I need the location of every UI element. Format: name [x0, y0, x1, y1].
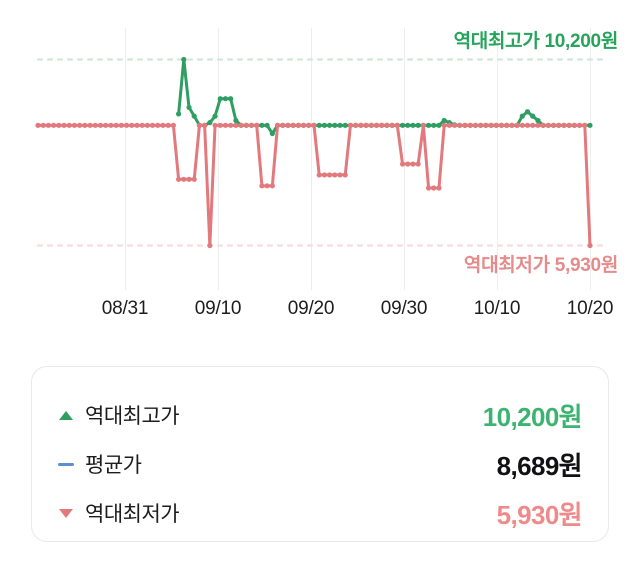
summary-value-average: 8,689원 — [496, 450, 583, 481]
record-high-annotation: 역대최고가 10,200원 — [453, 31, 619, 52]
summary-label-record-high: 역대최고가 — [85, 405, 180, 428]
summary-label-average: 평균가 — [85, 454, 142, 477]
summary-value-record-high: 10,200원 — [482, 401, 583, 432]
triangle-up-icon — [56, 410, 76, 420]
dash-icon — [56, 462, 76, 466]
triangle-down-icon — [56, 508, 76, 518]
x-tick-label: 10/10 — [473, 298, 521, 319]
chart-canvas — [35, 28, 604, 290]
price-summary-card: 역대최고가 10,200원 평균가 8,689원 역대최저가 5,930원 — [31, 366, 609, 542]
summary-row-average: 평균가 8,689원 — [56, 444, 583, 484]
x-tick-label: 08/31 — [101, 298, 149, 319]
vertical-gridlines — [125, 28, 591, 290]
price-history-chart: 역대최고가 10,200원 역대최저가 5,930원 08/31 09/10 09/… — [0, 28, 640, 330]
series-line-low — [35, 122, 593, 249]
summary-value-record-low: 5,930원 — [496, 499, 583, 530]
x-tick-label: 10/20 — [566, 298, 614, 319]
x-axis-tick-labels: 08/31 09/10 09/20 09/30 10/10 10/20 — [0, 298, 640, 330]
summary-row-record-low: 역대최저가 5,930원 — [56, 493, 583, 533]
record-low-annotation: 역대최저가 5,930원 — [463, 255, 618, 276]
x-tick-label: 09/10 — [194, 298, 242, 319]
x-tick-label: 09/30 — [380, 298, 428, 319]
summary-label-record-low: 역대최저가 — [85, 503, 180, 526]
summary-row-record-high: 역대최고가 10,200원 — [56, 395, 583, 435]
x-tick-label: 09/20 — [287, 298, 335, 319]
